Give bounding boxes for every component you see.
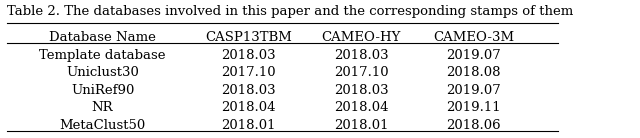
Text: 2018.01: 2018.01 xyxy=(334,119,388,132)
Text: 2018.04: 2018.04 xyxy=(221,101,276,114)
Text: 2018.03: 2018.03 xyxy=(334,84,388,97)
Text: Database Name: Database Name xyxy=(49,31,156,44)
Text: UniRef90: UniRef90 xyxy=(71,84,134,97)
Text: NR: NR xyxy=(92,101,113,114)
Text: CAMEO-3M: CAMEO-3M xyxy=(433,31,514,44)
Text: 2019.07: 2019.07 xyxy=(446,49,501,62)
Text: 2018.01: 2018.01 xyxy=(221,119,276,132)
Text: 2017.10: 2017.10 xyxy=(334,66,388,79)
Text: CASP13TBM: CASP13TBM xyxy=(205,31,292,44)
Text: 2018.03: 2018.03 xyxy=(221,84,276,97)
Text: Uniclust30: Uniclust30 xyxy=(66,66,139,79)
Text: 2018.08: 2018.08 xyxy=(446,66,500,79)
Text: 2018.06: 2018.06 xyxy=(446,119,500,132)
Text: 2019.07: 2019.07 xyxy=(446,84,501,97)
Text: Template database: Template database xyxy=(39,49,166,62)
Text: 2019.11: 2019.11 xyxy=(446,101,500,114)
Text: CAMEO-HY: CAMEO-HY xyxy=(321,31,401,44)
Text: 2018.03: 2018.03 xyxy=(221,49,276,62)
Text: 2018.04: 2018.04 xyxy=(334,101,388,114)
Text: MetaClust50: MetaClust50 xyxy=(60,119,146,132)
Text: 2018.03: 2018.03 xyxy=(334,49,388,62)
Text: 2017.10: 2017.10 xyxy=(221,66,276,79)
Text: Table 2. The databases involved in this paper and the corresponding stamps of th: Table 2. The databases involved in this … xyxy=(7,5,573,18)
